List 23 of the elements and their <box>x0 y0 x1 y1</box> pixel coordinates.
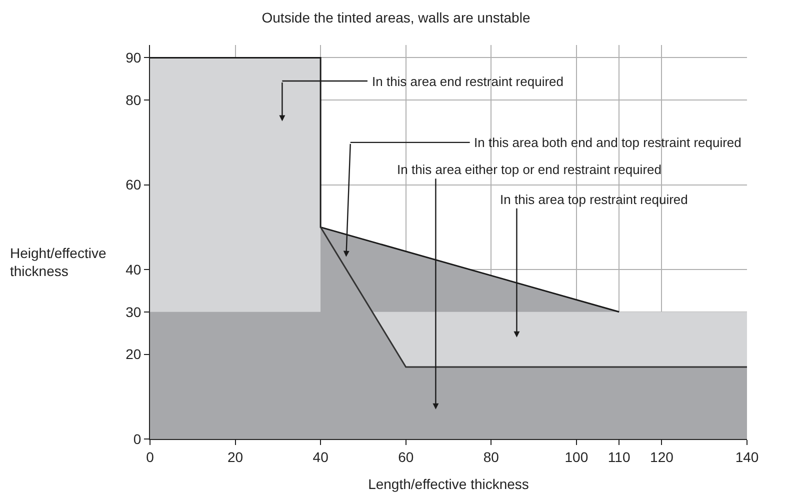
annotation: In this area end restraint required <box>372 74 564 89</box>
y-tick-label: 30 <box>126 304 142 320</box>
x-tick-label: 110 <box>608 448 630 465</box>
chart-title: Outside the tinted areas, walls are unstable <box>262 9 530 26</box>
x-tick-label: 0 <box>146 448 154 465</box>
x-tick-label: 60 <box>398 448 414 465</box>
y-tick-label: 60 <box>126 176 142 193</box>
annotation: In this area both end and top restraint required <box>474 135 742 150</box>
y-tick-label: 40 <box>126 261 142 278</box>
x-tick-label: 20 <box>228 448 244 465</box>
y-tick-label: 0 <box>133 430 142 447</box>
x-tick-label: 140 <box>735 448 759 465</box>
x-axis-title: Length/effective thickness <box>368 476 529 492</box>
y-tick-label: 20 <box>126 346 142 362</box>
x-tick-label: 40 <box>312 448 329 465</box>
y-tick-label: 90 <box>126 50 142 66</box>
annotation: In this area top restraint required <box>500 192 688 207</box>
x-tick-label: 80 <box>483 448 500 465</box>
y-axis-title: Height/effective thickness <box>10 245 106 280</box>
x-tick-label: 100 <box>564 448 588 465</box>
x-tick-label: 120 <box>650 448 674 465</box>
annotation: In this area either top or end restraint required <box>397 162 662 177</box>
y-tick-label: 80 <box>126 92 142 108</box>
